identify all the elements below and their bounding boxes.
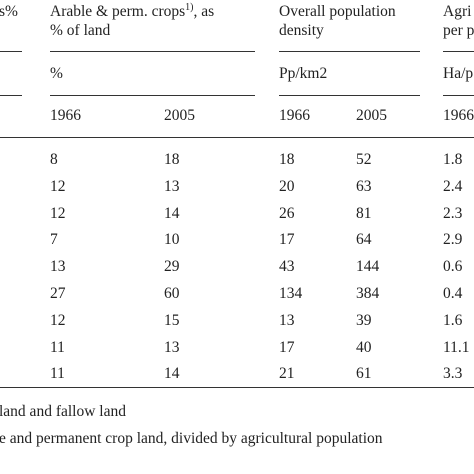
table-cell: 60 — [164, 285, 180, 302]
group3-unit: Ha/p — [443, 65, 474, 82]
table-cell: 1.6 — [443, 312, 463, 329]
group1-header: Arable & perm. crops1), as — [50, 2, 214, 21]
table-cell: 43 — [279, 258, 295, 275]
col0-header-partial: s% — [0, 3, 18, 20]
table-cell: 13 — [164, 178, 180, 195]
table-cell: 64 — [356, 231, 372, 248]
table-cell: 12 — [50, 178, 66, 195]
table-cell: 13 — [164, 339, 180, 356]
group2-header-line2: density — [279, 22, 324, 39]
group1-unit: % — [50, 65, 63, 82]
table-cell: 20 — [279, 178, 295, 195]
table-cell: 12 — [50, 205, 66, 222]
table-cell: 14 — [164, 365, 180, 382]
table-cell: 13 — [279, 312, 295, 329]
footnote-1: land and fallow land — [0, 403, 126, 420]
table-cell: 17 — [279, 339, 295, 356]
table-cell: 17 — [279, 231, 295, 248]
table-cell: 27 — [50, 285, 66, 302]
rule-left-mid — [0, 95, 22, 96]
rule-group2-mid — [279, 95, 420, 96]
table-cell: 0.6 — [443, 258, 463, 275]
table-cell: 61 — [356, 365, 372, 382]
table-cell: 63 — [356, 178, 372, 195]
rule-table-bottom — [0, 387, 474, 388]
rule-group2-top — [279, 51, 420, 52]
group1-header-line2: % of land — [50, 22, 111, 39]
table-cell: 11 — [50, 365, 65, 382]
table-cell: 15 — [164, 312, 180, 329]
table-cell: 29 — [164, 258, 180, 275]
year-header: 2005 — [164, 107, 195, 124]
rule-group1-top — [50, 51, 255, 52]
table-cell: 52 — [356, 151, 372, 168]
table-cell: 144 — [356, 258, 380, 275]
year-header: 1966 — [443, 107, 474, 124]
table-cell: 3.3 — [443, 365, 463, 382]
rule-left-top — [0, 51, 22, 52]
table-cell: 2.9 — [443, 231, 463, 248]
table-cell: 81 — [356, 205, 372, 222]
footnote-2: e and permanent crop land, divided by ag… — [0, 430, 383, 447]
year-header: 1966 — [279, 107, 310, 124]
table-cell: 134 — [279, 285, 303, 302]
table-cell: 7 — [50, 231, 58, 248]
table-cell: 18 — [164, 151, 180, 168]
table-cell: 18 — [279, 151, 295, 168]
rule-group3-mid — [443, 95, 474, 96]
year-header: 2005 — [356, 107, 387, 124]
year-header: 1966 — [50, 107, 81, 124]
group3-header-line1: Agri — [443, 3, 472, 20]
table-cell: 10 — [164, 231, 180, 248]
table-cell: 12 — [50, 312, 66, 329]
table-cell: 13 — [50, 258, 66, 275]
table-cell: 39 — [356, 312, 372, 329]
table-cell: 0.4 — [443, 285, 463, 302]
rule-header-bottom — [0, 137, 474, 138]
table-cell: 21 — [279, 365, 295, 382]
group1-header-title: Arable & perm. crops — [50, 3, 186, 20]
rule-group1-mid — [50, 95, 255, 96]
group1-footnote-mark: 1) — [185, 1, 194, 13]
table-cell: 8 — [50, 151, 58, 168]
group1-header-title-cont: , as — [193, 3, 215, 20]
table-cell: 26 — [279, 205, 295, 222]
table-cell: 14 — [164, 205, 180, 222]
group3-header-line2: per p — [443, 22, 474, 39]
group2-unit: Pp/km2 — [279, 65, 328, 82]
table-cell: 11.1 — [443, 339, 470, 356]
group2-header-line1: Overall population — [279, 3, 396, 20]
table-cell: 40 — [356, 339, 372, 356]
table-cell: 1.8 — [443, 151, 463, 168]
table-cell: 2.4 — [443, 178, 463, 195]
table-cell: 11 — [50, 339, 65, 356]
rule-group3-top — [443, 51, 474, 52]
table-cell: 2.3 — [443, 205, 463, 222]
table-cell: 384 — [356, 285, 380, 302]
